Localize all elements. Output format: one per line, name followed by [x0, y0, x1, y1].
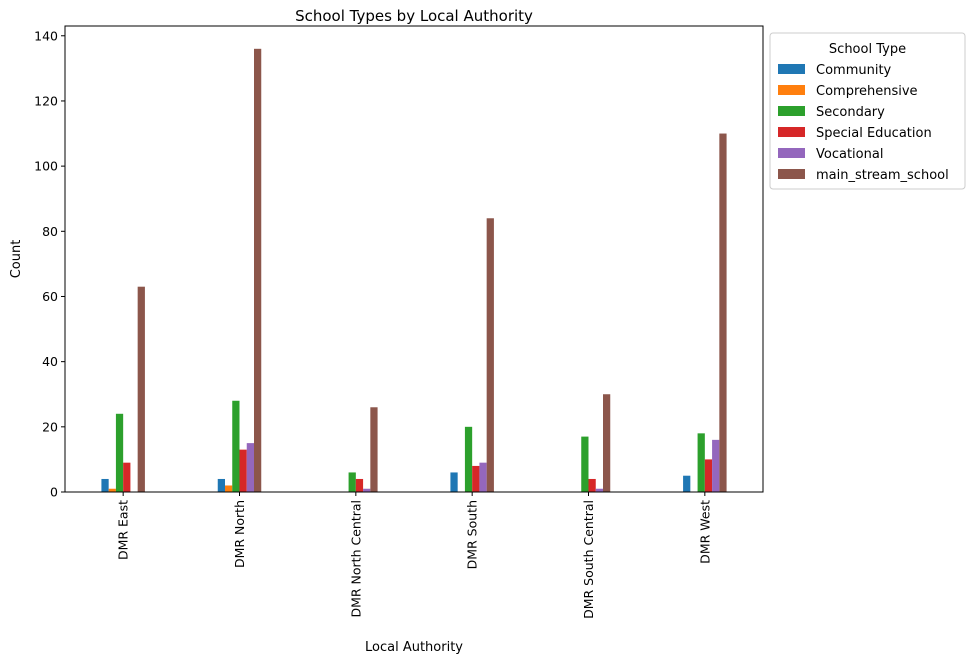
bar — [683, 475, 691, 492]
y-tick-label: 0 — [50, 485, 58, 500]
bar — [464, 426, 473, 492]
bar — [246, 443, 254, 492]
bar — [479, 462, 487, 492]
bar — [123, 462, 131, 492]
x-tick-label: DMR North Central — [348, 500, 363, 618]
bar — [472, 465, 480, 492]
bar — [137, 286, 145, 492]
legend-swatch — [778, 169, 805, 179]
legend-swatch — [778, 148, 805, 158]
bar — [239, 449, 247, 492]
legend-swatch — [778, 127, 805, 137]
bar — [363, 488, 371, 492]
legend-title: School Type — [829, 42, 906, 57]
legend-label: Vocational — [816, 147, 883, 162]
x-tick-label: DMR South — [465, 500, 480, 569]
legend-label: main_stream_school — [816, 168, 949, 183]
bar — [486, 218, 494, 492]
bar — [355, 478, 364, 492]
x-axis: DMR East DMR North DMR North Central DMR So… — [116, 492, 712, 619]
bar — [115, 413, 124, 492]
bars — [101, 48, 727, 493]
legend-label: Community — [816, 63, 892, 78]
x-tick-label: DMR South Central — [581, 500, 596, 619]
legend-swatch — [778, 64, 805, 74]
y-tick-label: 20 — [42, 419, 58, 434]
x-tick-label: DMR East — [116, 500, 131, 560]
plot-frame — [64, 25, 764, 493]
bar — [712, 439, 720, 492]
bar — [450, 472, 458, 492]
x-tick-label: DMR West — [697, 500, 712, 564]
bar — [719, 133, 727, 493]
bar — [232, 400, 240, 492]
chart-title: School Types by Local Authority — [295, 7, 533, 25]
y-tick-label: 40 — [42, 354, 58, 369]
bar — [108, 488, 116, 492]
bar — [704, 459, 713, 492]
y-tick-label: 140 — [34, 28, 58, 43]
bar — [603, 394, 611, 492]
bar — [217, 478, 225, 492]
y-tick-label: 100 — [34, 159, 58, 174]
bar — [254, 48, 262, 492]
legend-box — [769, 32, 966, 190]
y-axis: 0 20 40 60 80 100 120 140 — [34, 28, 65, 500]
bar — [588, 478, 596, 492]
legend-label: Secondary — [816, 105, 885, 120]
bar — [370, 407, 378, 492]
y-axis-label: Count — [9, 240, 24, 279]
bar — [595, 488, 603, 492]
y-tick-label: 80 — [42, 224, 58, 239]
legend-label: Special Education — [816, 126, 932, 141]
bar — [581, 436, 589, 492]
x-axis-label: Local Authority — [365, 640, 463, 655]
x-tick-label: DMR North — [232, 500, 247, 568]
bar — [101, 478, 109, 492]
legend: School Type Community Comprehensive Second… — [769, 32, 966, 190]
bar — [225, 485, 233, 492]
legend-swatch — [778, 85, 805, 95]
legend-label: Comprehensive — [816, 84, 918, 99]
y-tick-label: 60 — [42, 289, 58, 304]
legend-swatch — [778, 106, 805, 116]
bar — [348, 472, 356, 492]
y-tick-label: 120 — [34, 93, 58, 108]
bar — [697, 433, 705, 492]
